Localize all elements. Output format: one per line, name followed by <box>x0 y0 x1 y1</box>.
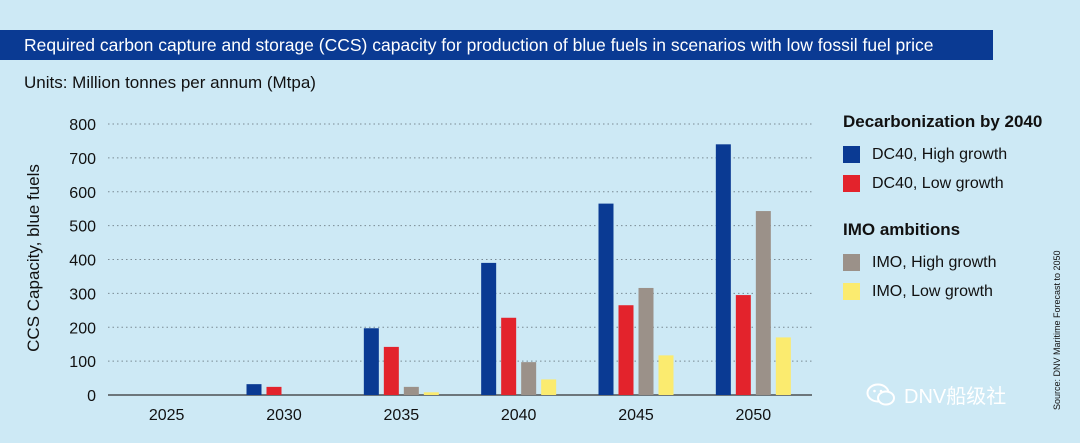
bar-dc40-high-growth-2040 <box>481 262 497 395</box>
units-label: Units: Million tonnes per annum (Mtpa) <box>24 73 316 92</box>
bar-dc40-low-growth-2030 <box>266 386 282 395</box>
y-tick-label: 100 <box>69 354 96 371</box>
x-tick-label: 2030 <box>266 407 302 424</box>
legend-label: DC40, High growth <box>872 145 1008 163</box>
y-tick-label: 300 <box>69 286 96 303</box>
wechat-icon <box>866 383 895 405</box>
bar-dc40-high-growth-2035 <box>363 328 379 395</box>
y-tick-label: 600 <box>69 185 96 202</box>
bar-imo-low-growth-2040 <box>541 379 557 395</box>
bar-imo-high-growth-2050 <box>755 211 771 395</box>
bar-dc40-high-growth-2030 <box>246 384 262 395</box>
bar-imo-low-growth-2050 <box>775 337 791 395</box>
bar-imo-high-growth-2040 <box>521 362 537 395</box>
legend-label: DC40, Low growth <box>872 174 1004 192</box>
x-tick-label: 2035 <box>384 407 420 424</box>
bar-dc40-low-growth-2035 <box>383 346 399 395</box>
bar-dc40-high-growth-2045 <box>598 203 614 395</box>
bars <box>246 144 791 395</box>
bar-dc40-low-growth-2045 <box>618 305 634 395</box>
chart-title: Required carbon capture and storage (CCS… <box>0 30 993 60</box>
legend-group-imo-title: IMO ambitions <box>843 220 961 239</box>
y-axis-label: CCS Capacity, blue fuels <box>24 164 43 352</box>
y-tick-label: 400 <box>69 253 96 270</box>
legend-item-imo-low: IMO, Low growth <box>843 277 1042 306</box>
x-tick-label: 2025 <box>149 407 185 424</box>
legend-item-imo-high: IMO, High growth <box>843 248 1042 277</box>
legend-group-dc40-title: Decarbonization by 2040 <box>843 112 1043 131</box>
legend-swatch <box>843 283 860 300</box>
gridlines <box>108 123 812 396</box>
y-tick-label: 0 <box>87 388 96 405</box>
y-tick-label: 700 <box>69 151 96 168</box>
x-tick-label: 2045 <box>618 407 654 424</box>
bar-imo-high-growth-2035 <box>403 386 419 395</box>
y-tick-label: 500 <box>69 219 96 236</box>
legend-item-dc40-high: DC40, High growth <box>843 140 1042 169</box>
bar-imo-low-growth-2045 <box>658 355 674 395</box>
x-tick-label: 2050 <box>736 407 772 424</box>
y-tick-label: 200 <box>69 320 96 337</box>
legend-label: IMO, High growth <box>872 253 997 271</box>
bar-imo-low-growth-2035 <box>423 392 439 395</box>
y-tick-labels: 0 100 200 300 400 500 600 700 800 <box>69 117 96 405</box>
legend-swatch <box>843 175 860 192</box>
x-tick-label: 2040 <box>501 407 537 424</box>
bar-imo-high-growth-2045 <box>638 287 654 395</box>
y-tick-label: 800 <box>69 117 96 134</box>
bar-dc40-low-growth-2050 <box>735 295 751 395</box>
watermark: DNV船级社 <box>866 380 1006 409</box>
legend: Decarbonization by 2040 DC40, High growt… <box>843 112 1042 306</box>
watermark-text: DNV船级社 <box>904 386 1007 408</box>
legend-swatch <box>843 146 860 163</box>
source-note: Source: DNV Maritime Forecast to 2050 <box>1052 250 1062 410</box>
legend-item-dc40-low: DC40, Low growth <box>843 169 1042 198</box>
legend-label: IMO, Low growth <box>872 282 993 300</box>
x-tick-labels: 2025 2030 2035 2040 2045 2050 <box>149 407 771 424</box>
legend-swatch <box>843 254 860 271</box>
bar-dc40-low-growth-2040 <box>501 317 517 395</box>
bar-dc40-high-growth-2050 <box>715 144 731 395</box>
